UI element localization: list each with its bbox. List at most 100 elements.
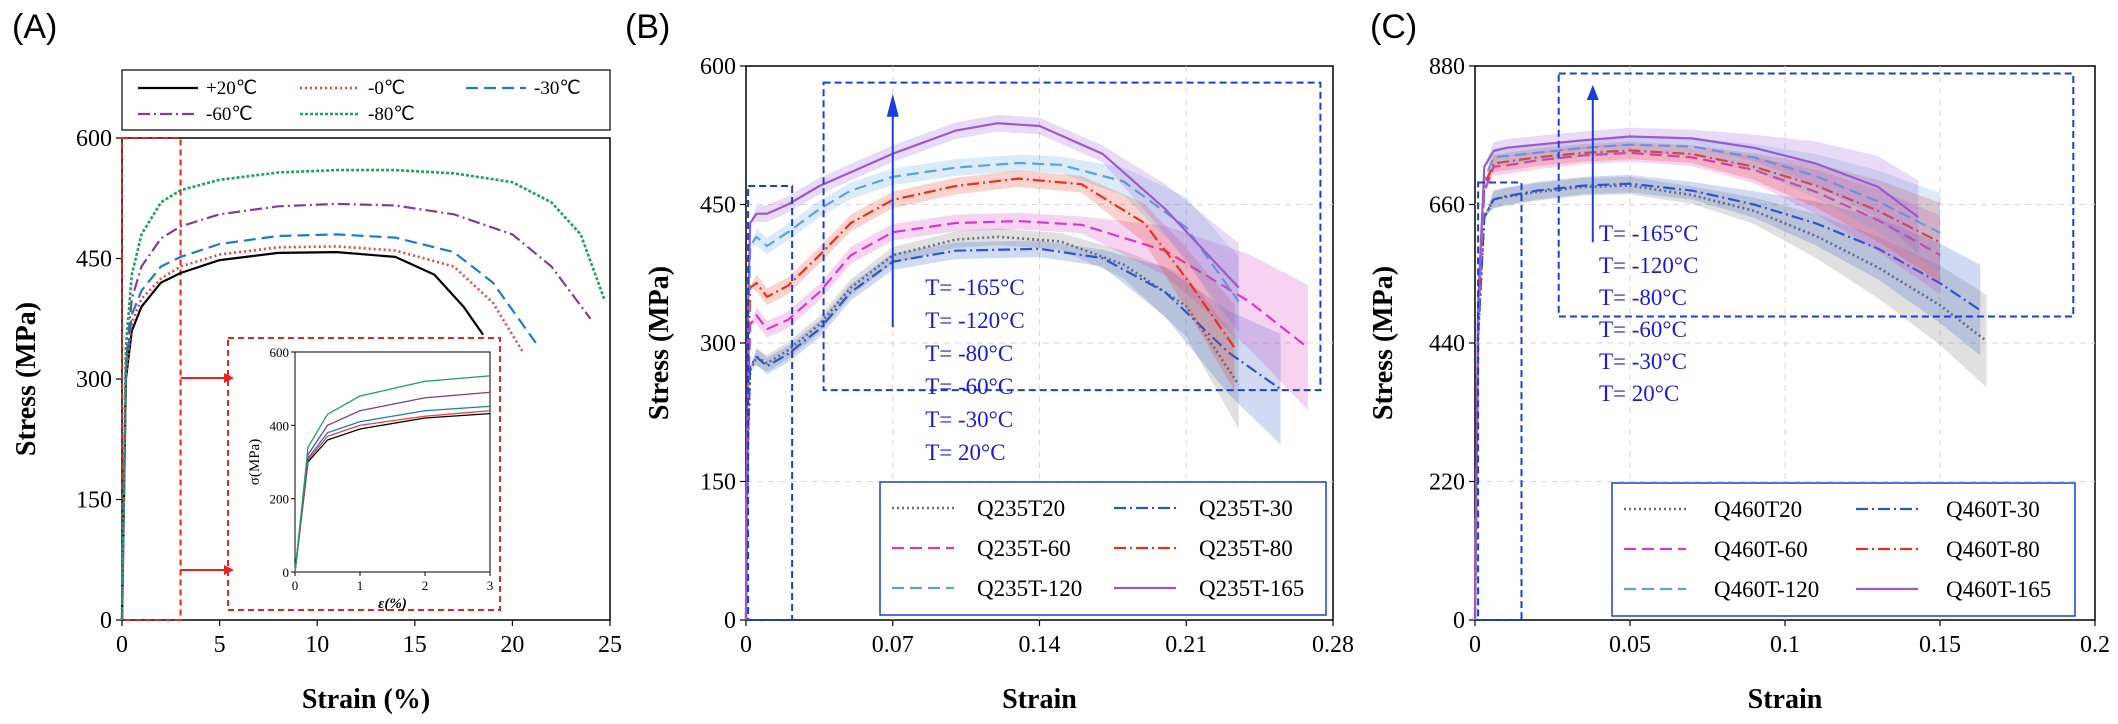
legend-label: -60℃ xyxy=(206,104,253,125)
inset-y-tick-label: 0 xyxy=(283,565,290,580)
y-tick-label: 0 xyxy=(100,608,112,634)
legend-label: Q460T-120 xyxy=(1714,577,1819,602)
legend-box xyxy=(1611,482,2076,617)
legend-label: Q460T-60 xyxy=(1714,537,1808,562)
y-axis-title: Stress (MPa) xyxy=(1368,266,1399,420)
legend-label: Q235T20 xyxy=(977,496,1065,521)
y-tick-label: 450 xyxy=(700,193,736,219)
series-line-5 xyxy=(744,122,1240,621)
x-tick-label: 0.1 xyxy=(1770,632,1800,658)
x-tick-label: 15 xyxy=(403,632,427,658)
legend-label: Q235T-120 xyxy=(977,576,1082,601)
inset-x-tick-label: 3 xyxy=(487,578,494,593)
legend-label: Q460T-80 xyxy=(1946,537,2040,562)
temperature-label: T= -120°C xyxy=(925,308,1024,333)
series-line-1 xyxy=(1473,182,1981,621)
temperature-label: T= 20°C xyxy=(925,440,1005,465)
series-line-1 xyxy=(744,247,1282,621)
x-tick-label: 0.21 xyxy=(1165,632,1207,658)
legend-label: Q460T-165 xyxy=(1946,577,2051,602)
zoom-arrow-head xyxy=(224,373,234,383)
series-line-1 xyxy=(120,245,524,621)
x-tick-label: 25 xyxy=(598,632,622,658)
panel-b: (B) 0 0.07 0.14 0.21 0.28 0 150 300 450 600 Strain S… xyxy=(625,8,1354,715)
series-band xyxy=(746,154,1239,620)
y-tick-label: 0 xyxy=(1453,608,1465,634)
y-tick-label: 600 xyxy=(76,126,112,152)
y-tick-label: 300 xyxy=(700,331,736,357)
panel-label: (C) xyxy=(1370,8,1417,46)
zoom-region xyxy=(121,137,182,621)
temperature-label: T= -60°C xyxy=(925,374,1013,399)
inset-series-line-4 xyxy=(294,375,491,573)
series-line-3 xyxy=(744,177,1236,621)
inset-y-tick-label: 600 xyxy=(270,345,290,360)
y-tick-label: 450 xyxy=(76,247,112,273)
x-tick-label: 0.05 xyxy=(1609,632,1651,658)
series-line-0 xyxy=(744,235,1240,621)
x-axis-title: Strain xyxy=(1748,684,1823,715)
temperature-label: T= -30°C xyxy=(925,407,1013,432)
inset-x-tick-label: 2 xyxy=(422,578,429,593)
temperature-label: T= -60°C xyxy=(1599,317,1687,342)
y-tick-label: 660 xyxy=(1429,193,1465,219)
temperature-label: T= -30°C xyxy=(1599,349,1687,374)
legend-label: Q235T-30 xyxy=(1199,496,1293,521)
temperature-label: T= -120°C xyxy=(1599,253,1698,278)
panel-c: (C) 0 0.05 0.1 0.15 0.2 0 220 440 660 880 Strain Str… xyxy=(1368,8,2110,715)
series-line-0 xyxy=(120,251,485,621)
y-axis-title: Stress (MPa) xyxy=(644,266,675,420)
panel-label: (B) xyxy=(625,8,670,46)
inset-x-tick-label: 0 xyxy=(292,578,299,593)
series-line-4 xyxy=(120,168,606,621)
legend-label: -30℃ xyxy=(534,78,581,99)
series-line-2 xyxy=(1473,151,1941,621)
legend-box xyxy=(879,481,1327,616)
legend-label: -80℃ xyxy=(368,104,415,125)
y-tick-label: 0 xyxy=(724,608,736,634)
temperature-label: T= -80°C xyxy=(925,341,1013,366)
inset-y-tick-label: 200 xyxy=(270,492,290,507)
legend-label: Q235T-60 xyxy=(977,536,1071,561)
y-tick-label: 880 xyxy=(1429,54,1465,80)
x-tick-label: 0.2 xyxy=(2080,632,2110,658)
x-axis-title: Strain xyxy=(1002,684,1077,715)
inset-frame xyxy=(227,337,501,611)
inset-x-tick-label: 1 xyxy=(357,578,364,593)
y-axis-title: Stress (MPa) xyxy=(11,302,42,456)
series-line-5 xyxy=(1473,135,1919,621)
x-tick-label: 0.14 xyxy=(1019,632,1061,658)
x-tick-label: 0 xyxy=(116,632,128,658)
zoom-arrow-head xyxy=(224,565,234,575)
x-tick-label: 0.15 xyxy=(1919,632,1961,658)
x-tick-label: 5 xyxy=(214,632,226,658)
legend-label: Q460T-30 xyxy=(1946,497,2040,522)
legend-label: Q235T-80 xyxy=(1199,536,1293,561)
inset-x-title: ε(%) xyxy=(378,596,407,612)
x-tick-label: 10 xyxy=(305,632,329,658)
y-tick-label: 220 xyxy=(1429,470,1465,496)
legend-label: Q460T20 xyxy=(1714,497,1802,522)
temperature-arrow-head xyxy=(1586,84,1599,100)
inset-plot-frame xyxy=(294,351,491,573)
x-tick-label: 0.07 xyxy=(872,632,914,658)
y-tick-label: 600 xyxy=(700,54,736,80)
x-tick-label: 0 xyxy=(1469,632,1481,658)
legend-box xyxy=(121,69,611,131)
y-tick-label: 440 xyxy=(1429,331,1465,357)
legend-label: Q235T-165 xyxy=(1199,576,1304,601)
temperature-label: T= -165°C xyxy=(1599,221,1698,246)
legend-label: +20℃ xyxy=(206,78,257,99)
series-band xyxy=(1475,135,1940,620)
x-tick-label: 20 xyxy=(500,632,524,658)
x-tick-label: 0 xyxy=(740,632,752,658)
highlight-box-peak xyxy=(822,81,1322,392)
temperature-label: T= -80°C xyxy=(1599,285,1687,310)
inset-y-tick-label: 400 xyxy=(270,418,290,433)
highlight-box-yield xyxy=(747,185,794,622)
highlight-box-yield xyxy=(1477,181,1523,621)
series-band xyxy=(1475,141,1940,620)
temperature-label: T= 20°C xyxy=(1599,381,1679,406)
temperature-arrow-head xyxy=(886,93,899,117)
